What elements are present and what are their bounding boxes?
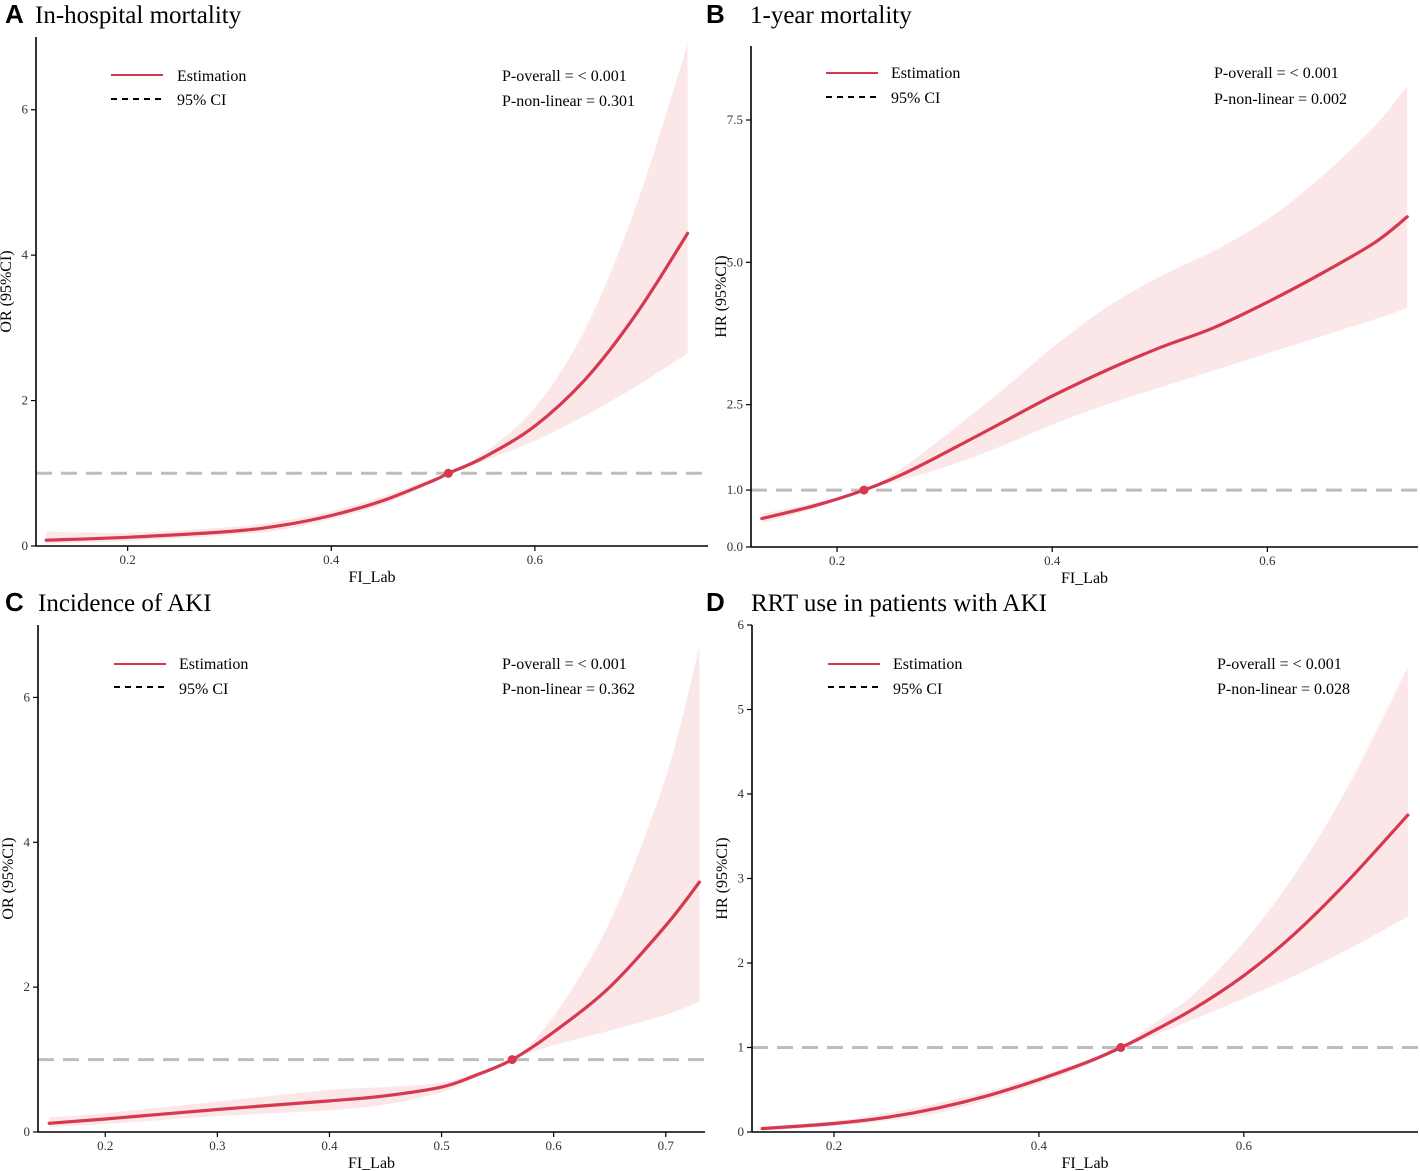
x-tick-label: 0.6	[1259, 553, 1276, 568]
y-tick-label: 2	[24, 979, 31, 994]
x-tick-label: 0.4	[1044, 553, 1061, 568]
legend-estimation-label: Estimation	[179, 656, 248, 673]
axis-ticks: 0.2 0.4 0.6 0.0 1.0 2.5 5.0 7.5	[727, 112, 1276, 568]
y-tick-label: 0	[24, 1124, 31, 1139]
panel-title: In-hospital mortality	[35, 2, 242, 29]
y-tick-label: 0.0	[727, 539, 743, 554]
reference-point	[443, 468, 453, 478]
panel-c: C Incidence of AKI 0.2 0.3 0.4 0.5 0.6 0.7 0 2 4…	[0, 587, 705, 1171]
ci-band	[762, 667, 1408, 1131]
axis-ticks: 0.2 0.4 0.6 0 1 2 3 4 5 6	[738, 617, 1253, 1153]
estimate-line	[47, 880, 701, 1125]
x-tick-label: 0.4	[1031, 1138, 1048, 1153]
p-nonlinear-text: P-non-linear = 0.301	[502, 93, 635, 110]
panel-letter: A	[5, 0, 24, 29]
p-overall-text: P-overall = < 0.001	[502, 68, 627, 85]
panel-title: Incidence of AKI	[38, 590, 212, 617]
ci-band	[761, 85, 1408, 524]
y-tick-label: 6	[22, 102, 29, 117]
x-tick-label: 0.2	[97, 1138, 113, 1153]
y-axis-title: OR (95%CI)	[0, 837, 17, 919]
panel-a: A In-hospital mortality 0.2 0.4 0.6 0 2 4 6 FI…	[0, 0, 708, 586]
y-tick-label: 0	[738, 1124, 745, 1139]
panel-letter: B	[706, 0, 725, 29]
panel-title: 1-year mortality	[750, 2, 912, 29]
y-tick-label: 4	[24, 834, 31, 849]
p-overall-text: P-overall = < 0.001	[502, 656, 627, 673]
y-axis-title: OR (95%CI)	[0, 250, 15, 332]
y-tick-label: 2	[738, 955, 745, 970]
p-nonlinear-text: P-non-linear = 0.028	[1217, 681, 1350, 698]
ci-band	[46, 44, 688, 544]
x-tick-label: 0.6	[546, 1138, 563, 1153]
x-tick-label: 0.2	[829, 553, 845, 568]
x-tick-label: 0.2	[120, 552, 136, 567]
y-tick-label: 2	[22, 393, 29, 408]
x-tick-label: 0.6	[527, 552, 544, 567]
y-tick-label: 5.0	[727, 254, 743, 269]
y-tick-label: 0	[22, 538, 29, 553]
x-axis-title: FI_Lab	[1061, 570, 1108, 587]
x-tick-label: 0.3	[209, 1138, 225, 1153]
x-tick-label: 0.4	[323, 552, 340, 567]
legend-estimation-label: Estimation	[891, 65, 960, 82]
estimate-line	[760, 813, 1410, 1131]
x-axis-title: FI_Lab	[1061, 1155, 1108, 1171]
estimate-line	[44, 231, 690, 542]
reference-point	[507, 1055, 517, 1065]
legend-ci-label: 95% CI	[891, 90, 940, 107]
x-axis-title: FI_Lab	[348, 1155, 395, 1171]
panel-b: B 1-year mortality 0.2 0.4 0.6 0.0 1.0 2.5 5.0…	[706, 0, 1418, 587]
p-overall-text: P-overall = < 0.001	[1214, 65, 1339, 82]
x-tick-label: 0.5	[433, 1138, 449, 1153]
axis-ticks: 0.2 0.3 0.4 0.5 0.6 0.7 0 2 4 6	[24, 689, 675, 1153]
x-tick-label: 0.6	[1236, 1138, 1253, 1153]
y-tick-label: 7.5	[727, 112, 743, 127]
legend-ci-label: 95% CI	[177, 92, 226, 109]
x-tick-label: 0.2	[826, 1138, 842, 1153]
y-axis-title: HR (95%CI)	[713, 255, 730, 337]
y-tick-label: 1.0	[727, 482, 743, 497]
y-tick-label: 4	[22, 247, 29, 262]
legend-ci-label: 95% CI	[179, 681, 228, 698]
y-tick-label: 1	[738, 1040, 745, 1055]
legend-estimation-label: Estimation	[177, 68, 246, 85]
y-tick-label: 5	[738, 702, 745, 717]
legend-ci-label: 95% CI	[893, 681, 942, 698]
panel-letter: D	[706, 587, 725, 617]
panel-d: D RRT use in patients with AKI 0.2 0.4 0.6…	[706, 587, 1418, 1171]
y-tick-label: 4	[738, 786, 745, 801]
reference-point	[859, 485, 869, 495]
legend-estimation-label: Estimation	[893, 656, 962, 673]
panel-title: RRT use in patients with AKI	[751, 590, 1047, 617]
y-tick-label: 2.5	[727, 397, 743, 412]
y-tick-label: 6	[24, 689, 31, 704]
y-axis-title: HR (95%CI)	[714, 837, 731, 919]
ci-band	[49, 646, 700, 1127]
x-tick-label: 0.7	[658, 1138, 675, 1153]
x-axis-title: FI_Lab	[348, 569, 395, 586]
p-nonlinear-text: P-non-linear = 0.362	[502, 681, 635, 698]
x-tick-label: 0.4	[321, 1138, 338, 1153]
y-tick-label: 3	[738, 871, 745, 886]
p-nonlinear-text: P-non-linear = 0.002	[1214, 91, 1347, 108]
reference-point	[1116, 1043, 1126, 1052]
axis-ticks: 0.2 0.4 0.6 0 2 4 6	[22, 102, 544, 567]
panel-letter: C	[5, 587, 24, 617]
y-tick-label: 6	[738, 617, 745, 632]
p-overall-text: P-overall = < 0.001	[1217, 656, 1342, 673]
